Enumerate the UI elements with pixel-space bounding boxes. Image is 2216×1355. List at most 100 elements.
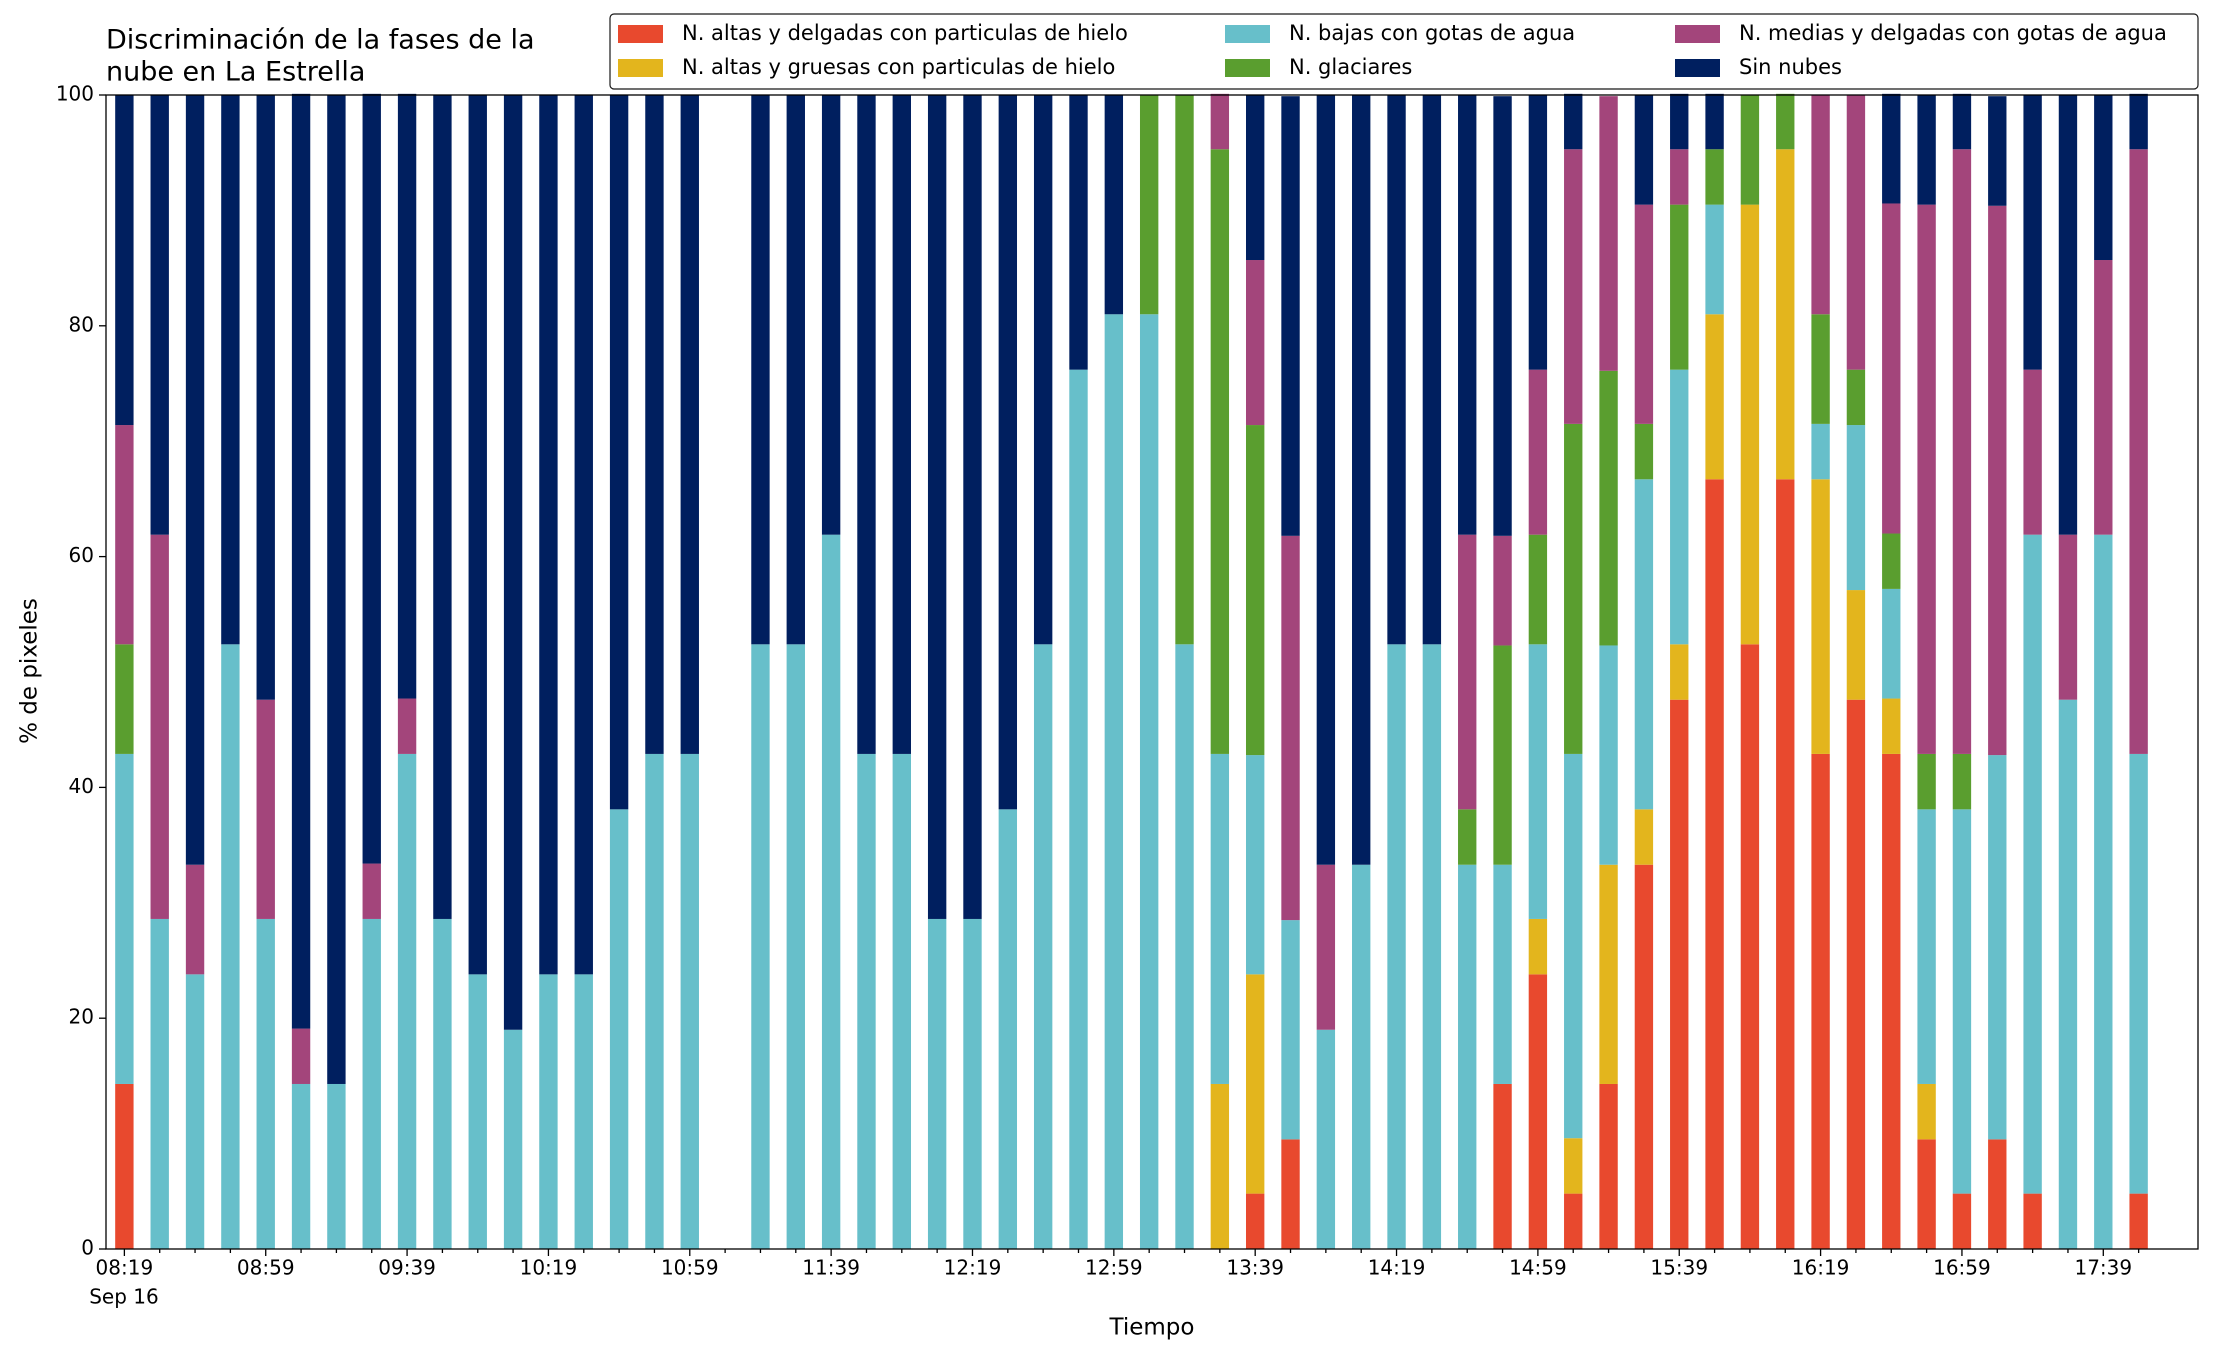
bar-segment [433, 918, 452, 1249]
bar-segment [1917, 1139, 1936, 1249]
bar-segment [1528, 918, 1548, 975]
bar-segment [963, 95, 982, 919]
bar-segment [1422, 644, 1442, 1249]
bar-segment [1528, 95, 1548, 370]
bar-segment [115, 753, 134, 1084]
bar-segment [397, 93, 417, 699]
plot-frame [105, 94, 2199, 1250]
bar-segment [892, 753, 911, 1249]
bar-segment [397, 753, 417, 1249]
bar-segment [1988, 755, 2007, 1140]
y-tick-label: 0 [81, 1236, 94, 1260]
bar-segment [1069, 369, 1088, 1250]
bar-segment [185, 974, 205, 1249]
bar-segment [1069, 95, 1088, 370]
bar-segment [786, 95, 805, 645]
legend-label: N. bajas con gotas de agua [1289, 21, 1575, 45]
bar-segment [1670, 369, 1689, 645]
bar-segment [1281, 96, 1300, 536]
bar-segment [2129, 149, 2148, 754]
bar-segment [2094, 95, 2113, 261]
bar-segment [927, 918, 947, 1249]
bar-segment [1564, 1193, 1583, 1249]
bar-segment [2023, 1193, 2042, 1249]
legend-box [609, 13, 2199, 90]
x-sublabel: Sep 16 [89, 1285, 159, 1309]
bar-segment [2094, 534, 2113, 1249]
bar-segment [1917, 809, 1936, 1084]
bar-segment [2094, 260, 2113, 535]
bar-segment [433, 95, 452, 919]
bar-segment [1952, 753, 1972, 810]
x-tick-label: 14:19 [1368, 1256, 1426, 1280]
bar-segment [1564, 1138, 1583, 1194]
bar-segment [468, 974, 487, 1249]
bar-segment [1599, 864, 1618, 1084]
bar-segment [1634, 95, 1654, 205]
bar-segment [1458, 809, 1477, 865]
chart-title: nube en La Estrella [106, 57, 365, 88]
bar-segment [2023, 534, 2042, 1194]
bar-segment [115, 644, 134, 754]
bar-segment [1705, 204, 1724, 315]
bar-segment [1670, 93, 1689, 150]
bar-segment [1917, 753, 1936, 810]
bar-segment [1564, 149, 1583, 424]
bar-segment [1634, 864, 1654, 1249]
bar-segment [963, 918, 982, 1249]
bar-segment [1882, 533, 1901, 589]
bar-segment [1175, 95, 1194, 645]
bar-segment [892, 95, 911, 754]
bar-segment [115, 425, 134, 645]
x-tick-label: 12:59 [1085, 1256, 1143, 1280]
bar-segment [857, 753, 876, 1249]
bar-segment [1033, 644, 1053, 1249]
bar-segment [291, 1028, 311, 1084]
bar-segment [1493, 864, 1512, 1084]
bar-segment [2023, 95, 2042, 370]
bar-segment [1811, 479, 1830, 754]
bar-segment [1245, 425, 1265, 756]
bar-segment [1210, 149, 1230, 754]
bar-segment [1316, 95, 1336, 865]
bar-segment [609, 95, 629, 810]
x-tick-label: 16:59 [1933, 1256, 1991, 1280]
bar-segment [680, 95, 699, 754]
bar-segment [1458, 95, 1477, 535]
x-tick-label: 08:59 [237, 1256, 295, 1280]
bar-segment [1493, 1083, 1512, 1249]
bar-segment [1882, 588, 1901, 699]
bar-segment [256, 918, 275, 1249]
bar-segment [1988, 96, 2007, 206]
bar-segment [1811, 753, 1830, 1249]
x-axis-label: Tiempo [1109, 1315, 1195, 1341]
bar-segment [1634, 204, 1654, 424]
bar-segment [291, 1083, 311, 1249]
bar-segment [1528, 644, 1548, 919]
bar-segment [1846, 699, 1866, 1249]
bar-segment [185, 864, 205, 975]
x-tick-label: 13:39 [1226, 1256, 1284, 1280]
bar-segment [1952, 149, 1972, 754]
legend-swatch [1675, 59, 1720, 77]
bar-segment [1104, 95, 1124, 315]
bar-segment [1740, 644, 1760, 1249]
bar-segment [751, 644, 770, 1249]
bar-segment [1776, 149, 1795, 480]
bar-segment [256, 699, 275, 919]
bar-segment [1316, 1029, 1336, 1249]
bar-segment [115, 95, 134, 426]
bar-segment [468, 95, 487, 975]
bar-segment [150, 534, 169, 919]
bar-segment [1528, 534, 1548, 645]
bar-segment [1493, 535, 1512, 646]
bar-segment [1316, 864, 1336, 1030]
bar-segment [1740, 95, 1760, 205]
bar-segment [1599, 1083, 1618, 1249]
x-tick-label: 09:39 [378, 1256, 436, 1280]
bar-segment [1988, 1139, 2007, 1249]
bar-segment [609, 809, 629, 1249]
bar-segment [1564, 93, 1583, 150]
bar-segment [1952, 93, 1972, 150]
bar-segment [221, 95, 240, 645]
